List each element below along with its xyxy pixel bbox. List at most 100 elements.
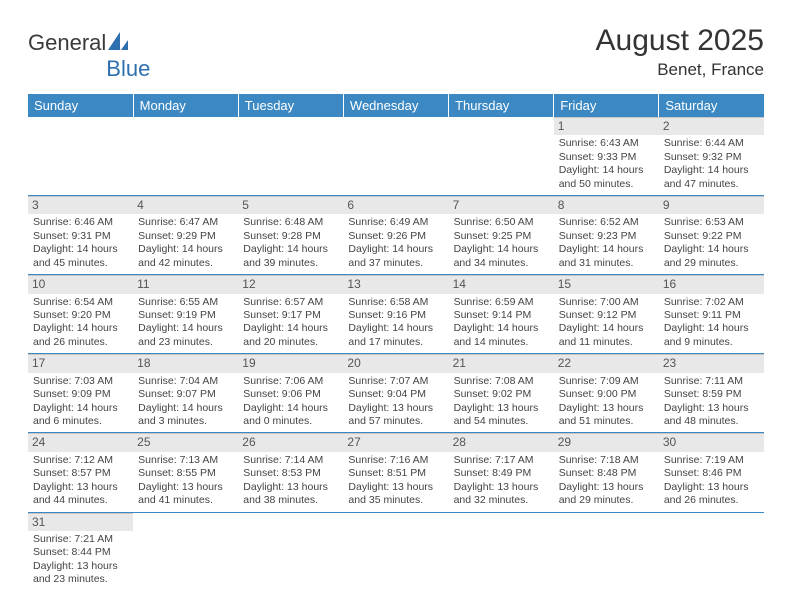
sunrise-text: Sunrise: 7:03 AM <box>33 375 128 388</box>
day-of-week-header: Saturday <box>659 94 764 117</box>
sunrise-text: Sunrise: 7:14 AM <box>243 454 338 467</box>
daylight-text: Daylight: 14 hours and 37 minutes. <box>348 243 443 270</box>
daylight-text: Daylight: 14 hours and 3 minutes. <box>138 402 233 429</box>
logo-word1: General <box>28 30 106 56</box>
day-number: 15 <box>554 275 659 293</box>
sunrise-text: Sunrise: 7:18 AM <box>559 454 654 467</box>
calendar-day-cell <box>554 512 659 591</box>
sunrise-text: Sunrise: 7:16 AM <box>348 454 443 467</box>
calendar-day-cell: 20Sunrise: 7:07 AMSunset: 9:04 PMDayligh… <box>343 354 448 433</box>
sunrise-text: Sunrise: 6:53 AM <box>664 216 759 229</box>
sunset-text: Sunset: 9:11 PM <box>664 309 759 322</box>
calendar-day-cell: 6Sunrise: 6:49 AMSunset: 9:26 PMDaylight… <box>343 196 448 275</box>
sunset-text: Sunset: 9:26 PM <box>348 230 443 243</box>
sunset-text: Sunset: 8:46 PM <box>664 467 759 480</box>
calendar-day-cell: 23Sunrise: 7:11 AMSunset: 8:59 PMDayligh… <box>659 354 764 433</box>
sunset-text: Sunset: 9:12 PM <box>559 309 654 322</box>
day-of-week-header: Tuesday <box>238 94 343 117</box>
sunset-text: Sunset: 9:31 PM <box>33 230 128 243</box>
sunset-text: Sunset: 9:33 PM <box>559 151 654 164</box>
calendar-day-cell: 25Sunrise: 7:13 AMSunset: 8:55 PMDayligh… <box>133 433 238 512</box>
sunrise-text: Sunrise: 6:43 AM <box>559 137 654 150</box>
calendar-day-cell: 3Sunrise: 6:46 AMSunset: 9:31 PMDaylight… <box>28 196 133 275</box>
sunrise-text: Sunrise: 7:08 AM <box>454 375 549 388</box>
calendar-day-cell: 10Sunrise: 6:54 AMSunset: 9:20 PMDayligh… <box>28 275 133 354</box>
day-number: 13 <box>343 275 448 293</box>
sunset-text: Sunset: 9:04 PM <box>348 388 443 401</box>
calendar-page: General August 2025 Benet, France Genera… <box>0 0 792 611</box>
sunrise-text: Sunrise: 6:55 AM <box>138 296 233 309</box>
day-of-week-header: Sunday <box>28 94 133 117</box>
sunset-text: Sunset: 9:09 PM <box>33 388 128 401</box>
daylight-text: Daylight: 13 hours and 38 minutes. <box>243 481 338 508</box>
calendar-day-cell: 13Sunrise: 6:58 AMSunset: 9:16 PMDayligh… <box>343 275 448 354</box>
calendar-day-cell: 27Sunrise: 7:16 AMSunset: 8:51 PMDayligh… <box>343 433 448 512</box>
logo-word2-wrap: GeneralBlue <box>28 56 764 82</box>
sunrise-text: Sunrise: 6:44 AM <box>664 137 759 150</box>
sunrise-text: Sunrise: 7:17 AM <box>454 454 549 467</box>
calendar-day-cell: 1Sunrise: 6:43 AMSunset: 9:33 PMDaylight… <box>554 117 659 196</box>
day-number: 17 <box>28 354 133 372</box>
sunset-text: Sunset: 8:51 PM <box>348 467 443 480</box>
sunset-text: Sunset: 9:02 PM <box>454 388 549 401</box>
sunrise-text: Sunrise: 6:47 AM <box>138 216 233 229</box>
sunrise-text: Sunrise: 7:19 AM <box>664 454 759 467</box>
daylight-text: Daylight: 13 hours and 44 minutes. <box>33 481 128 508</box>
sunset-text: Sunset: 8:44 PM <box>33 546 128 559</box>
day-number: 9 <box>659 196 764 214</box>
calendar-day-cell <box>449 512 554 591</box>
calendar-day-cell: 5Sunrise: 6:48 AMSunset: 9:28 PMDaylight… <box>238 196 343 275</box>
calendar-day-cell <box>449 117 554 196</box>
day-number: 2 <box>659 117 764 135</box>
daylight-text: Daylight: 13 hours and 51 minutes. <box>559 402 654 429</box>
daylight-text: Daylight: 14 hours and 42 minutes. <box>138 243 233 270</box>
day-number: 10 <box>28 275 133 293</box>
sunset-text: Sunset: 9:06 PM <box>243 388 338 401</box>
calendar-day-cell <box>238 117 343 196</box>
sunrise-text: Sunrise: 6:48 AM <box>243 216 338 229</box>
daylight-text: Daylight: 14 hours and 11 minutes. <box>559 322 654 349</box>
day-number: 24 <box>28 433 133 451</box>
daylight-text: Daylight: 14 hours and 0 minutes. <box>243 402 338 429</box>
sunrise-text: Sunrise: 7:21 AM <box>33 533 128 546</box>
calendar-day-cell: 18Sunrise: 7:04 AMSunset: 9:07 PMDayligh… <box>133 354 238 433</box>
sunset-text: Sunset: 8:55 PM <box>138 467 233 480</box>
calendar-day-cell: 8Sunrise: 6:52 AMSunset: 9:23 PMDaylight… <box>554 196 659 275</box>
daylight-text: Daylight: 14 hours and 39 minutes. <box>243 243 338 270</box>
calendar-day-cell: 26Sunrise: 7:14 AMSunset: 8:53 PMDayligh… <box>238 433 343 512</box>
calendar-day-cell: 16Sunrise: 7:02 AMSunset: 9:11 PMDayligh… <box>659 275 764 354</box>
sunrise-text: Sunrise: 6:49 AM <box>348 216 443 229</box>
daylight-text: Daylight: 13 hours and 26 minutes. <box>664 481 759 508</box>
sunrise-text: Sunrise: 7:11 AM <box>664 375 759 388</box>
calendar-day-cell: 17Sunrise: 7:03 AMSunset: 9:09 PMDayligh… <box>28 354 133 433</box>
sunrise-text: Sunrise: 6:50 AM <box>454 216 549 229</box>
calendar-day-cell: 9Sunrise: 6:53 AMSunset: 9:22 PMDaylight… <box>659 196 764 275</box>
sunrise-text: Sunrise: 6:52 AM <box>559 216 654 229</box>
sunset-text: Sunset: 9:23 PM <box>559 230 654 243</box>
day-number: 30 <box>659 433 764 451</box>
calendar-day-cell: 15 Sunrise: 7:00 AMSunset: 9:12 PMDayligh… <box>554 275 659 354</box>
day-number: 23 <box>659 354 764 372</box>
calendar-week-row: 1Sunrise: 6:43 AMSunset: 9:33 PMDaylight… <box>28 117 764 196</box>
day-number: 22 <box>554 354 659 372</box>
calendar-day-cell <box>133 512 238 591</box>
daylight-text: Daylight: 13 hours and 35 minutes. <box>348 481 443 508</box>
calendar-head: SundayMondayTuesdayWednesdayThursdayFrid… <box>28 94 764 117</box>
calendar-week-row: 31Sunrise: 7:21 AMSunset: 8:44 PMDayligh… <box>28 512 764 591</box>
day-number: 14 <box>449 275 554 293</box>
day-number: 31 <box>28 513 133 531</box>
sunset-text: Sunset: 8:59 PM <box>664 388 759 401</box>
day-number: 5 <box>238 196 343 214</box>
calendar-day-cell: 11Sunrise: 6:55 AMSunset: 9:19 PMDayligh… <box>133 275 238 354</box>
sunrise-text: Sunrise: 7:00 AM <box>559 296 654 309</box>
days-of-week-row: SundayMondayTuesdayWednesdayThursdayFrid… <box>28 94 764 117</box>
calendar-week-row: 3Sunrise: 6:46 AMSunset: 9:31 PMDaylight… <box>28 196 764 275</box>
day-of-week-header: Monday <box>133 94 238 117</box>
daylight-text: Daylight: 14 hours and 45 minutes. <box>33 243 128 270</box>
day-number: 25 <box>133 433 238 451</box>
calendar-day-cell: 19Sunrise: 7:06 AMSunset: 9:06 PMDayligh… <box>238 354 343 433</box>
calendar-day-cell <box>133 117 238 196</box>
month-title: August 2025 <box>596 24 764 58</box>
calendar-table: SundayMondayTuesdayWednesdayThursdayFrid… <box>28 94 764 591</box>
sunrise-text: Sunrise: 7:07 AM <box>348 375 443 388</box>
